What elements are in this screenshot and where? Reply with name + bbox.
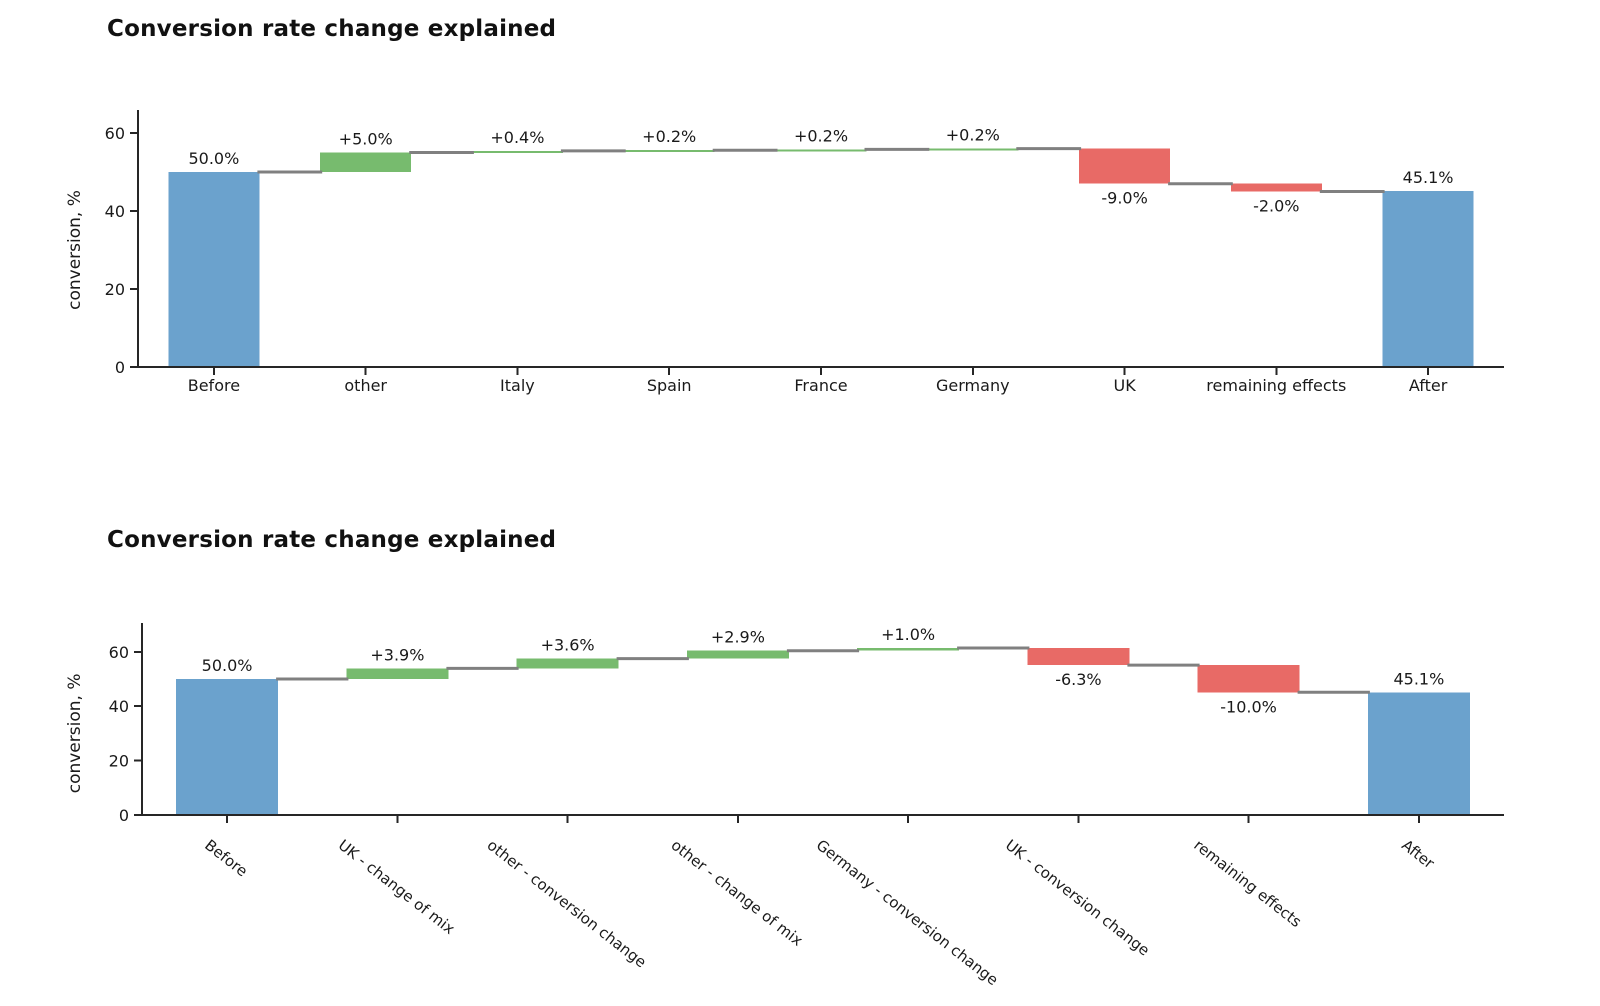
value-label-uk: -9.0% [1101,189,1147,208]
x-tick-label-germany: Germany [936,376,1010,395]
x-tick-label-remaining-effects: remaining effects [1206,376,1346,395]
bar-spain [623,150,715,153]
x-tick-label-before: Before [201,836,251,880]
bar-other-conversion-change [516,658,619,669]
value-label-other-change-of-mix: +2.9% [711,628,765,647]
value-label-other: +5.0% [339,130,393,149]
waterfall-chart-1: 50.0% +5.0% +0.4% +0.2% +0.2% +0.2% -9.0% -2.0%… [65,110,1504,395]
x-tick-label-after: After [1409,376,1448,395]
value-label-other-conversion-change: +3.6% [541,636,595,655]
bar-remaining-effects [1230,183,1322,192]
y-tick-label: 20 [109,752,129,771]
bar-other-change-of-mix [686,650,789,659]
value-label-after: 45.1% [1393,669,1444,688]
x-tick-label-after: After [1398,836,1438,873]
bar-uk [1079,148,1171,184]
y-tick-label: 60 [109,643,129,662]
y-tick-label: 40 [105,202,125,221]
x-tick-label-remaining-effects: remaining effects [1190,836,1305,931]
bar-after [1382,191,1474,367]
bar-germany [927,148,1019,151]
value-label-remaining-effects: -10.0% [1220,697,1277,716]
y-axis-label: conversion, % [65,674,85,794]
value-label-germany: +0.2% [946,126,1000,145]
x-tick-label-other-conversion-change: other - conversion change [484,836,650,971]
bar-france [775,149,867,152]
x-tick-label-before: Before [188,376,240,395]
value-label-before: 50.0% [188,149,239,168]
y-tick-label: 40 [109,697,129,716]
x-tick-label-italy: Italy [500,376,535,395]
x-tick-label-uk-change-of-mix: UK - change of mix [335,836,459,938]
y-axis-label: conversion, % [65,190,85,310]
value-label-remaining-effects: -2.0% [1253,197,1299,216]
y-tick-label: 60 [105,124,125,143]
value-label-italy: +0.4% [490,128,544,147]
value-label-before: 50.0% [202,656,253,675]
bar-germany-conversion-change [857,648,960,651]
value-label-uk-conversion-change: -6.3% [1055,670,1101,689]
y-tick-label: 0 [119,806,129,825]
waterfall-chart-2: 50.0% +3.9% +3.6% +2.9% +1.0% -6.3% -10.0% 45.1… [65,623,1504,989]
bar-before [168,172,260,367]
value-label-germany-conversion-change: +1.0% [881,625,935,644]
bar-uk-change-of-mix [346,668,449,679]
chart1-title: Conversion rate change explained [107,16,557,42]
x-tick-label-uk: UK [1113,376,1136,395]
y-tick-label: 0 [115,358,125,377]
value-label-france: +0.2% [794,126,848,145]
bar-remaining-effects [1197,665,1300,693]
x-tick-label-germany-conversion-change: Germany - conversion change [813,836,1002,989]
x-tick-label-other-change-of-mix: other - change of mix [668,836,807,950]
bar-italy [471,150,563,153]
value-label-after: 45.1% [1403,168,1454,187]
x-tick-label-france: France [794,376,847,395]
bar-after [1367,692,1470,815]
bar-before [176,679,279,815]
x-tick-label-spain: Spain [647,376,692,395]
value-label-uk-change-of-mix: +3.9% [370,645,424,664]
x-tick-label-other: other [344,376,387,395]
bar-other [320,152,412,172]
x-tick-label-uk-conversion-change: UK - conversion change [1002,836,1153,960]
chart2-title: Conversion rate change explained [107,527,557,553]
value-label-spain: +0.2% [642,127,696,146]
bar-uk-conversion-change [1027,648,1130,666]
y-tick-label: 20 [105,280,125,299]
